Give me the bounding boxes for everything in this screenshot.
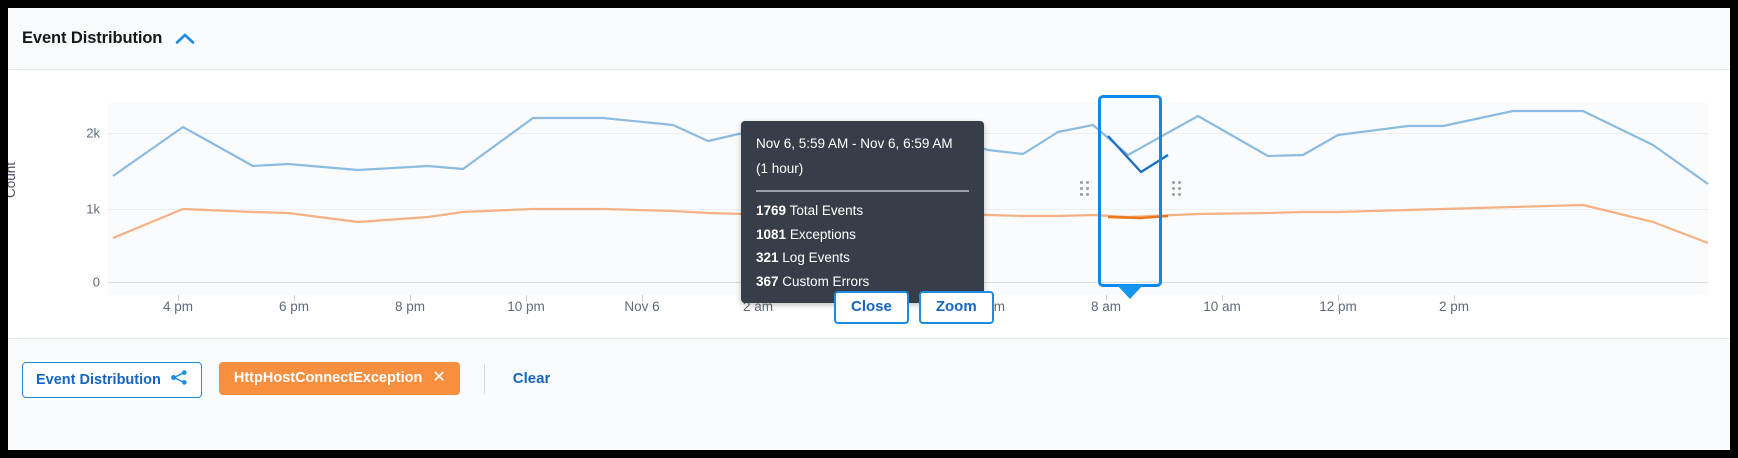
chevron-up-icon[interactable] (175, 32, 195, 45)
y-tick-2k: 2k (86, 125, 100, 141)
chart-area[interactable]: Count 2k 1k 0 4 pm 6 pm 8 pm (8, 70, 1730, 338)
event-distribution-chip[interactable]: Event Distribution (22, 362, 202, 398)
filter-toolbar: Event Distribution HttpHostConnectExcept… (8, 338, 1730, 450)
x-tick-2: 8 pm (394, 299, 426, 314)
x-tick-10: 12 pm (1319, 299, 1357, 314)
event-distribution-chip-label: Event Distribution (36, 371, 161, 388)
x-tick-0: 4 pm (162, 299, 194, 314)
x-tick-3: 10 pm (507, 299, 545, 314)
brush-handle-left[interactable] (1080, 181, 1089, 201)
selection-actions: Close Zoom (834, 291, 994, 324)
tooltip-label-log-events: Log Events (782, 250, 850, 265)
x-tick-4: Nov 6 (624, 299, 660, 314)
x-tick-8: 8 am (1090, 299, 1122, 314)
tooltip-row-log-events: 321 Log Events (756, 246, 969, 270)
page-title: Event Distribution (22, 29, 163, 47)
tooltip-value-log-events: 321 (756, 250, 779, 265)
triangle-down-icon (1117, 285, 1143, 299)
close-button[interactable]: Close (834, 291, 909, 324)
tooltip-label-exceptions: Exceptions (789, 226, 856, 242)
clear-button[interactable]: Clear (509, 362, 555, 395)
tooltip-time-range: Nov 6, 5:59 AM - Nov 6, 6:59 AM (756, 136, 953, 151)
tooltip-divider (756, 190, 969, 192)
tooltip-row-custom-errors: 367 Custom Errors (756, 270, 969, 294)
filter-chip-httphostconnectexception[interactable]: HttpHostConnectException ✕ (218, 362, 460, 395)
x-tick-9: 10 am (1203, 299, 1241, 314)
tooltip-duration: (1 hour) (756, 161, 804, 176)
x-tick-11: 2 pm (1438, 299, 1470, 314)
close-icon[interactable]: ✕ (432, 369, 446, 386)
tooltip-label-custom-errors: Custom Errors (782, 273, 870, 289)
filter-chip-label: HttpHostConnectException (233, 370, 423, 386)
tooltip-value-exceptions: 1081 (756, 226, 787, 242)
chart-tooltip: Nov 6, 5:59 AM - Nov 6, 6:59 AM (1 hour)… (741, 121, 984, 303)
y-tick-0: 0 (92, 274, 100, 290)
tooltip-row-total-events: 1769 Total Events (756, 199, 969, 223)
y-tick-1k: 1k (86, 201, 100, 217)
zoom-button[interactable]: Zoom (918, 291, 994, 324)
tooltip-value-custom-errors: 367 (756, 273, 779, 289)
toolbar-divider (483, 364, 485, 394)
share-icon (170, 370, 188, 389)
tooltip-label-total-events: Total Events (789, 203, 864, 218)
tooltip-value-total-events: 1769 (756, 203, 787, 218)
event-distribution-panel: Event Distribution Count 2k 1k 0 (8, 8, 1730, 450)
time-range-selection-brush[interactable] (1080, 95, 1181, 287)
tooltip-metric-list: 1769 Total Events 1081 Exceptions 321 Lo… (741, 195, 984, 293)
brush-handle-right[interactable] (1172, 181, 1181, 201)
tooltip-row-exceptions: 1081 Exceptions (756, 223, 969, 247)
x-tick-1: 6 pm (278, 299, 310, 314)
panel-header: Event Distribution (8, 8, 1730, 70)
